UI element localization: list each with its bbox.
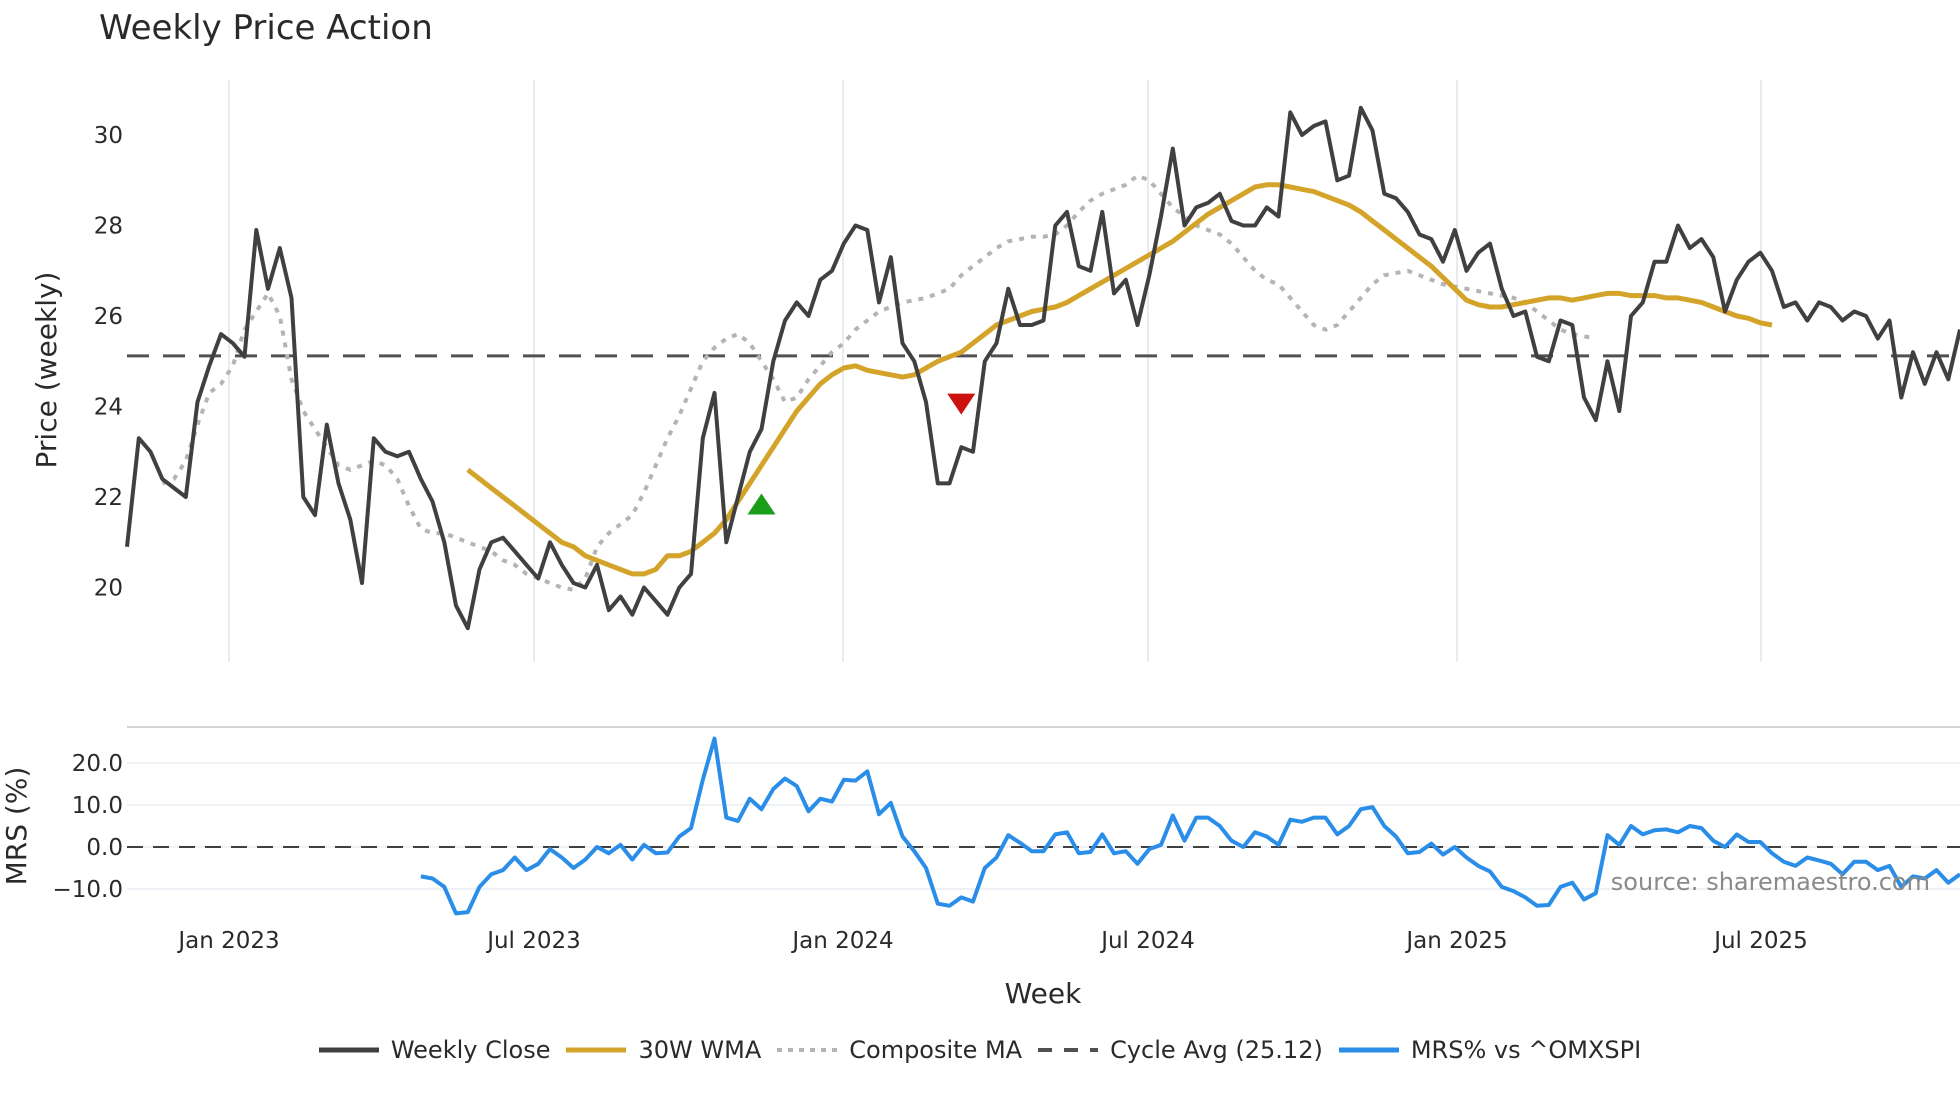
x-gridlines: [228, 80, 1762, 662]
legend-label: Composite MA: [849, 1036, 1023, 1064]
legend-label: Weekly Close: [390, 1036, 551, 1064]
x-tick-label: Jan 2023: [176, 928, 279, 954]
legend-swatch-icon: [566, 1047, 627, 1053]
x-tick-label: Jul 2023: [485, 928, 581, 954]
weekly-close-line: [125, 105, 1960, 631]
price-y-tick: 20: [94, 576, 123, 602]
mrs-y-axis-label: MRS (%): [0, 767, 33, 886]
legend-swatch-icon: [1338, 1047, 1399, 1053]
chart-title: Weekly Price Action: [99, 8, 433, 48]
legend-label: MRS% vs ^OMXSPI: [1410, 1036, 1642, 1064]
price-y-axis-label: Price (weekly): [30, 272, 63, 469]
legend-item[interactable]: 30W WMA: [566, 1036, 761, 1064]
legend-label: Cycle Avg (25.12): [1110, 1036, 1323, 1064]
legend-swatch-icon: [777, 1048, 838, 1052]
legend: Weekly Close 30W WMA Composite MA Cycle Avg…: [0, 1036, 1960, 1064]
legend-label: 30W WMA: [638, 1036, 762, 1064]
mrs-y-axis-ticks: 20.0 10.0 0.0 −10.0: [53, 751, 123, 903]
x-axis-label: Week: [1005, 977, 1082, 1010]
x-axis-ticks: Jan 2023 Jul 2023 Jan 2024 Jul 2024 Jan 2025…: [176, 928, 1807, 954]
price-y-tick: 26: [94, 304, 123, 330]
legend-item[interactable]: Weekly Close: [318, 1036, 551, 1064]
legend-item[interactable]: Cycle Avg (25.12): [1038, 1036, 1323, 1064]
price-y-axis-ticks: 20 22 24 26 28 30: [94, 123, 123, 602]
price-y-tick: 22: [94, 485, 123, 511]
price-y-tick: 24: [94, 395, 123, 421]
legend-item[interactable]: Composite MA: [777, 1036, 1022, 1064]
price-y-tick: 28: [94, 214, 123, 240]
sell-signal-icon: [947, 393, 976, 415]
price-y-tick: 30: [94, 123, 123, 149]
mrs-y-tick: 0.0: [86, 835, 123, 861]
legend-swatch-icon: [318, 1047, 379, 1053]
source-label: source: sharemaestro.com: [1611, 868, 1930, 896]
mrs-y-tick: 10.0: [72, 793, 123, 819]
mrs-y-tick: −10.0: [53, 877, 123, 903]
legend-swatch-icon: [1038, 1048, 1099, 1052]
x-tick-label: Jan 2024: [790, 928, 893, 954]
x-tick-label: Jan 2025: [1404, 928, 1507, 954]
x-tick-label: Jul 2025: [1712, 928, 1808, 954]
mrs-y-tick: 20.0: [72, 751, 123, 777]
composite-ma-line: [161, 173, 1597, 592]
wma-30w-line: [466, 182, 1773, 577]
legend-item[interactable]: MRS% vs ^OMXSPI: [1338, 1036, 1642, 1064]
signal-markers: [747, 393, 976, 515]
x-tick-label: Jul 2024: [1099, 928, 1195, 954]
buy-signal-icon: [747, 493, 776, 515]
mrs-line: [420, 736, 1960, 916]
